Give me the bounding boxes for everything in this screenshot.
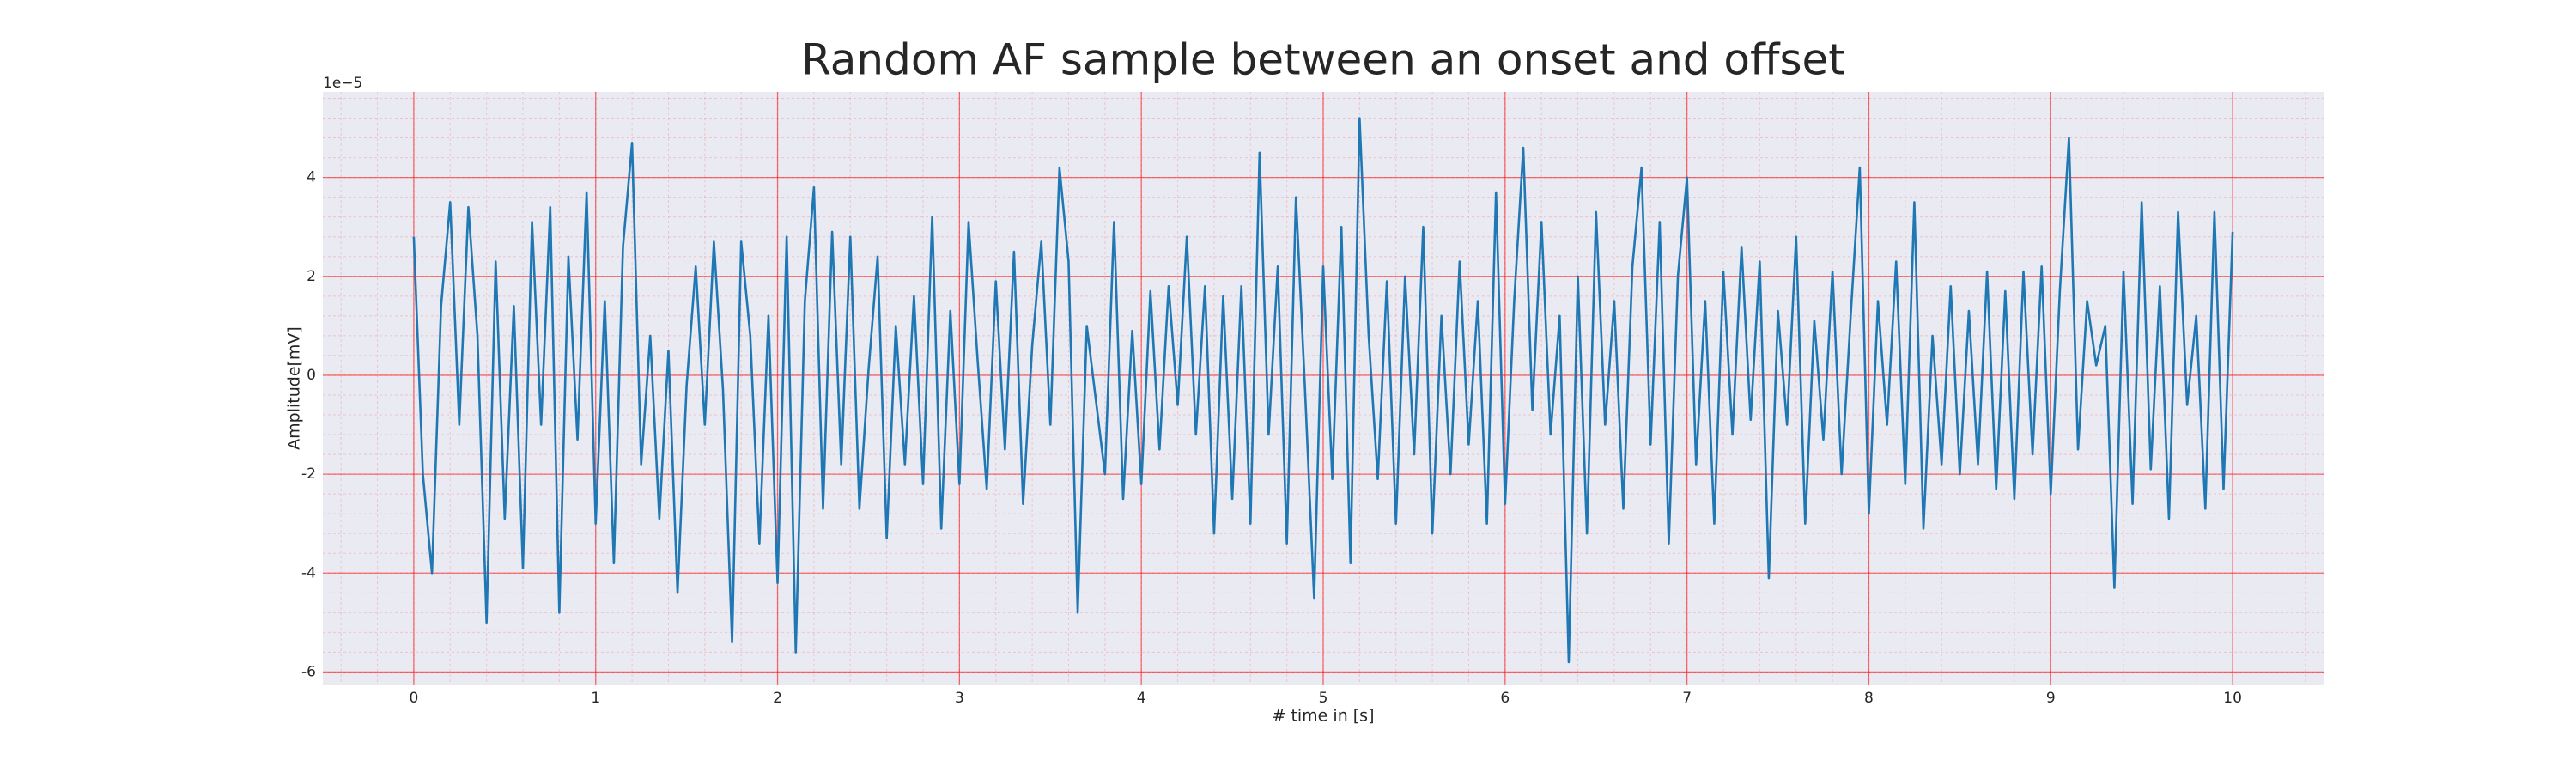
x-tick-label: 5 xyxy=(1319,690,1328,707)
x-axis-label: # time in [s] xyxy=(1272,707,1374,726)
x-tick-label: 9 xyxy=(2046,690,2056,707)
x-tick-label: 7 xyxy=(1682,690,1692,707)
y-tick-label: -2 xyxy=(301,466,316,483)
data-line xyxy=(412,117,2234,664)
chart-title: Random AF sample between an onset and of… xyxy=(801,35,1845,85)
x-tick-label: 4 xyxy=(1137,690,1146,707)
y-tick-label: 0 xyxy=(307,367,316,384)
y-tick-label: -6 xyxy=(301,663,316,680)
x-tick-label: 10 xyxy=(2223,690,2242,707)
x-tick-label: 0 xyxy=(409,690,418,707)
x-tick-label: 6 xyxy=(1500,690,1510,707)
x-tick-label: 1 xyxy=(591,690,600,707)
x-tick-label: 3 xyxy=(955,690,964,707)
y-tick-label: 2 xyxy=(307,268,316,285)
x-tick-label: 2 xyxy=(773,690,782,707)
y-tick-label: -4 xyxy=(301,564,316,581)
y-tick-label: 4 xyxy=(307,169,316,186)
y-axis-label: Amplitude[mV] xyxy=(285,326,304,450)
x-tick-label: 8 xyxy=(1864,690,1874,707)
y-offset-label: 1e−5 xyxy=(323,75,362,92)
